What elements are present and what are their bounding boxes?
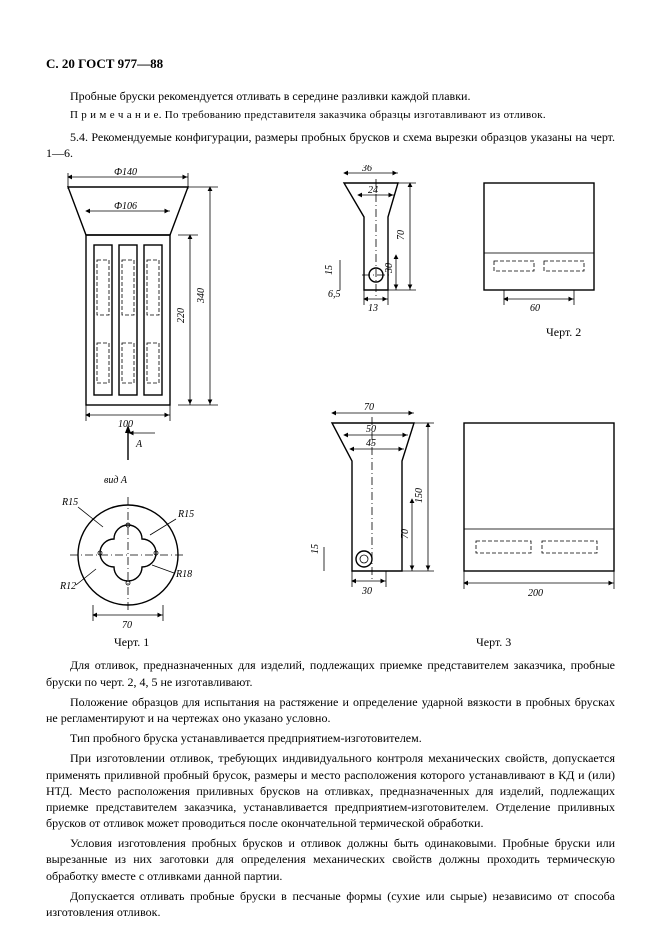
- para-1: Пробные бруски рекомендуется отливать в …: [46, 88, 615, 104]
- figures-area: Ф140 Ф106 220 340 100 А вид А: [46, 169, 615, 649]
- dim-d140: Ф140: [114, 167, 137, 178]
- para-4: Положение образцов для испытания на раст…: [46, 694, 615, 726]
- dim-r12: R12: [59, 581, 76, 592]
- para-8: Допускается отливать пробные бруски в пе…: [46, 888, 615, 920]
- para-2: 5.4. Рекомендуемые конфигурации, размеры…: [46, 129, 615, 161]
- dim-w60: 60: [530, 303, 540, 314]
- figure-3-drawing: 70 50 45 150 70 15 30: [284, 399, 624, 629]
- dim-w70-bottom: 70: [122, 620, 132, 631]
- dim3-w45: 45: [366, 438, 376, 449]
- dim-r15a: R15: [61, 497, 78, 508]
- fig3-caption: Черт. 3: [476, 635, 511, 650]
- dim-h340: 340: [196, 288, 207, 304]
- dim3-w200: 200: [528, 588, 543, 599]
- para-7: Условия изготовления пробных брусков и о…: [46, 835, 615, 884]
- dim-d106: Ф106: [114, 201, 137, 212]
- figure-1-drawing: Ф140 Ф106 220 340 100 А вид А: [28, 165, 258, 645]
- para-5: Тип пробного бруска устанавливается пред…: [46, 730, 615, 746]
- dim-h70: 70: [396, 230, 407, 240]
- note-1: П р и м е ч а н и е. По требованию предс…: [46, 108, 615, 123]
- dim-w13: 13: [368, 303, 378, 314]
- page-header: С. 20 ГОСТ 977—88: [46, 56, 615, 72]
- label-A: А: [135, 439, 143, 450]
- dim-r18: R18: [175, 569, 192, 580]
- dim-h6_5: 6,5: [328, 289, 341, 300]
- dim3-h150: 150: [414, 488, 425, 503]
- dim3-w50: 50: [366, 424, 376, 435]
- fig2-caption: Черт. 2: [546, 325, 581, 340]
- label-vidA: вид А: [104, 475, 128, 486]
- para-3: Для отливок, предназначенных для изделий…: [46, 657, 615, 689]
- dim-h30: 30: [384, 263, 395, 274]
- page: С. 20 ГОСТ 977—88 Пробные бруски рекомен…: [0, 0, 661, 936]
- dim-r15b: R15: [177, 509, 194, 520]
- dim-w36: 36: [361, 165, 372, 174]
- dim3-w70: 70: [364, 402, 374, 413]
- dim-w100: 100: [118, 419, 133, 430]
- dim3-h15: 15: [310, 544, 321, 554]
- para-6: При изготовлении отливок, требующих инди…: [46, 750, 615, 831]
- dim-w24: 24: [368, 185, 378, 196]
- dim-h220: 220: [176, 308, 187, 323]
- dim3-h70b: 70: [400, 529, 411, 539]
- dim3-w30: 30: [361, 586, 372, 597]
- dim-h15: 15: [324, 265, 335, 275]
- fig1-caption: Черт. 1: [114, 635, 149, 650]
